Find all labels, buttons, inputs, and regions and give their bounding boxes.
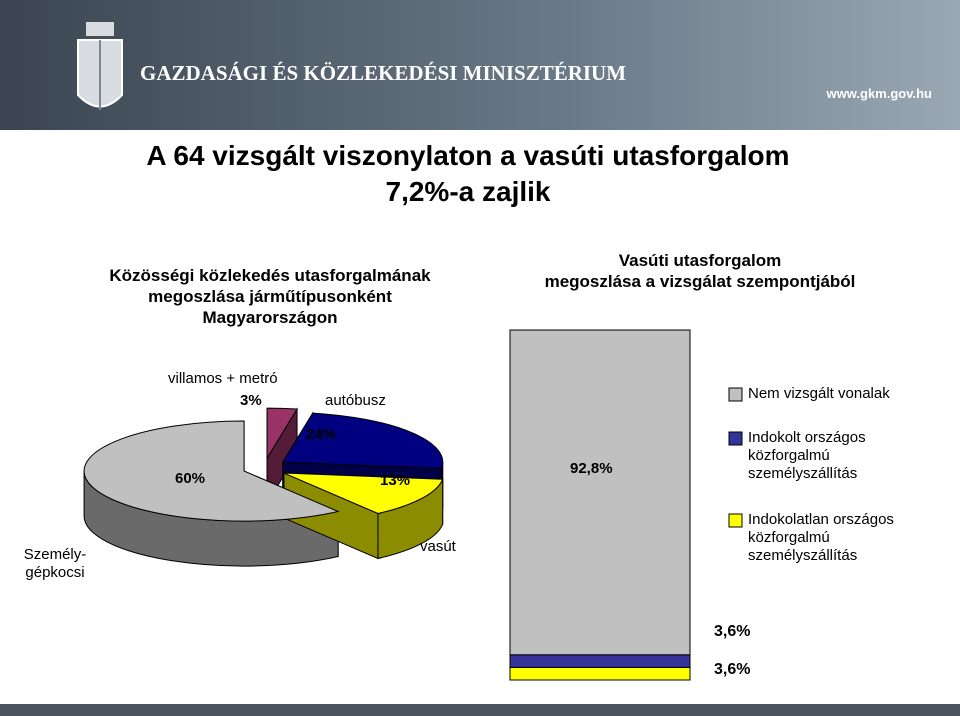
pie-value-label: 24%	[306, 426, 337, 443]
pie-category-label: autóbusz	[325, 392, 386, 409]
pie-value-label: 3%	[240, 392, 262, 409]
header-banner	[0, 0, 960, 130]
bar-segment	[509, 329, 691, 656]
bar-title-line: Vasúti utasforgalom	[618, 251, 782, 270]
slide-title: A 64 vizsgált viszonylaton a vasúti utas…	[80, 138, 856, 210]
coat-of-arms	[77, 22, 123, 110]
pie-slice	[283, 472, 444, 515]
pie-value-label: 13%	[380, 472, 411, 489]
bar-value-label: 3,6%	[714, 661, 751, 678]
ministry-name: GAZDASÁGI ÉS KÖZLEKEDÉSI MINISZTÉRIUM	[140, 61, 626, 85]
pie-title-line: Közösségi közlekedés utasforgalmának	[109, 266, 431, 285]
pie-category-label: vasút	[420, 538, 456, 555]
legend-swatch	[728, 431, 743, 446]
pie-category-label: villamos + metró	[168, 370, 278, 387]
pie-category-label: Személy-gépkocsi	[23, 546, 87, 581]
pie-slice	[281, 412, 444, 469]
bar-value-label: 92,8%	[570, 460, 613, 477]
pie-value-label: 60%	[175, 470, 206, 487]
legend-swatch	[728, 513, 743, 528]
title-line: A 64 vizsgált viszonylaton a vasúti utas…	[146, 140, 790, 171]
legend-label: Nem vizsgált vonalak	[748, 385, 890, 402]
pie-title-line: Magyarországon	[202, 308, 338, 327]
pie-slice	[266, 407, 298, 460]
legend-swatch	[728, 387, 743, 402]
bar-value-label: 3,6%	[714, 623, 751, 640]
pie-slice	[83, 420, 340, 522]
ministry-url: www.gkm.gov.hu	[826, 86, 933, 101]
title-line: 7,2%-a zajlik	[385, 176, 551, 207]
legend-label: Indokolatlan országos közforgalmú személ…	[748, 511, 894, 564]
bar-title: Vasúti utasforgalom megoszlása a vizsgál…	[500, 250, 900, 292]
bar-title-line: megoszlása a vizsgálat szempontjából	[544, 272, 856, 291]
footer-strip	[0, 704, 960, 716]
bar-segment	[509, 654, 691, 668]
pie-title-line: megoszlása járműtípusonként	[148, 287, 392, 306]
pie-title: Közösségi közlekedés utasforgalmának meg…	[70, 265, 470, 328]
legend-label: Indokolt országos közforgalmú személyszá…	[748, 429, 866, 482]
bar-segment	[509, 666, 691, 681]
